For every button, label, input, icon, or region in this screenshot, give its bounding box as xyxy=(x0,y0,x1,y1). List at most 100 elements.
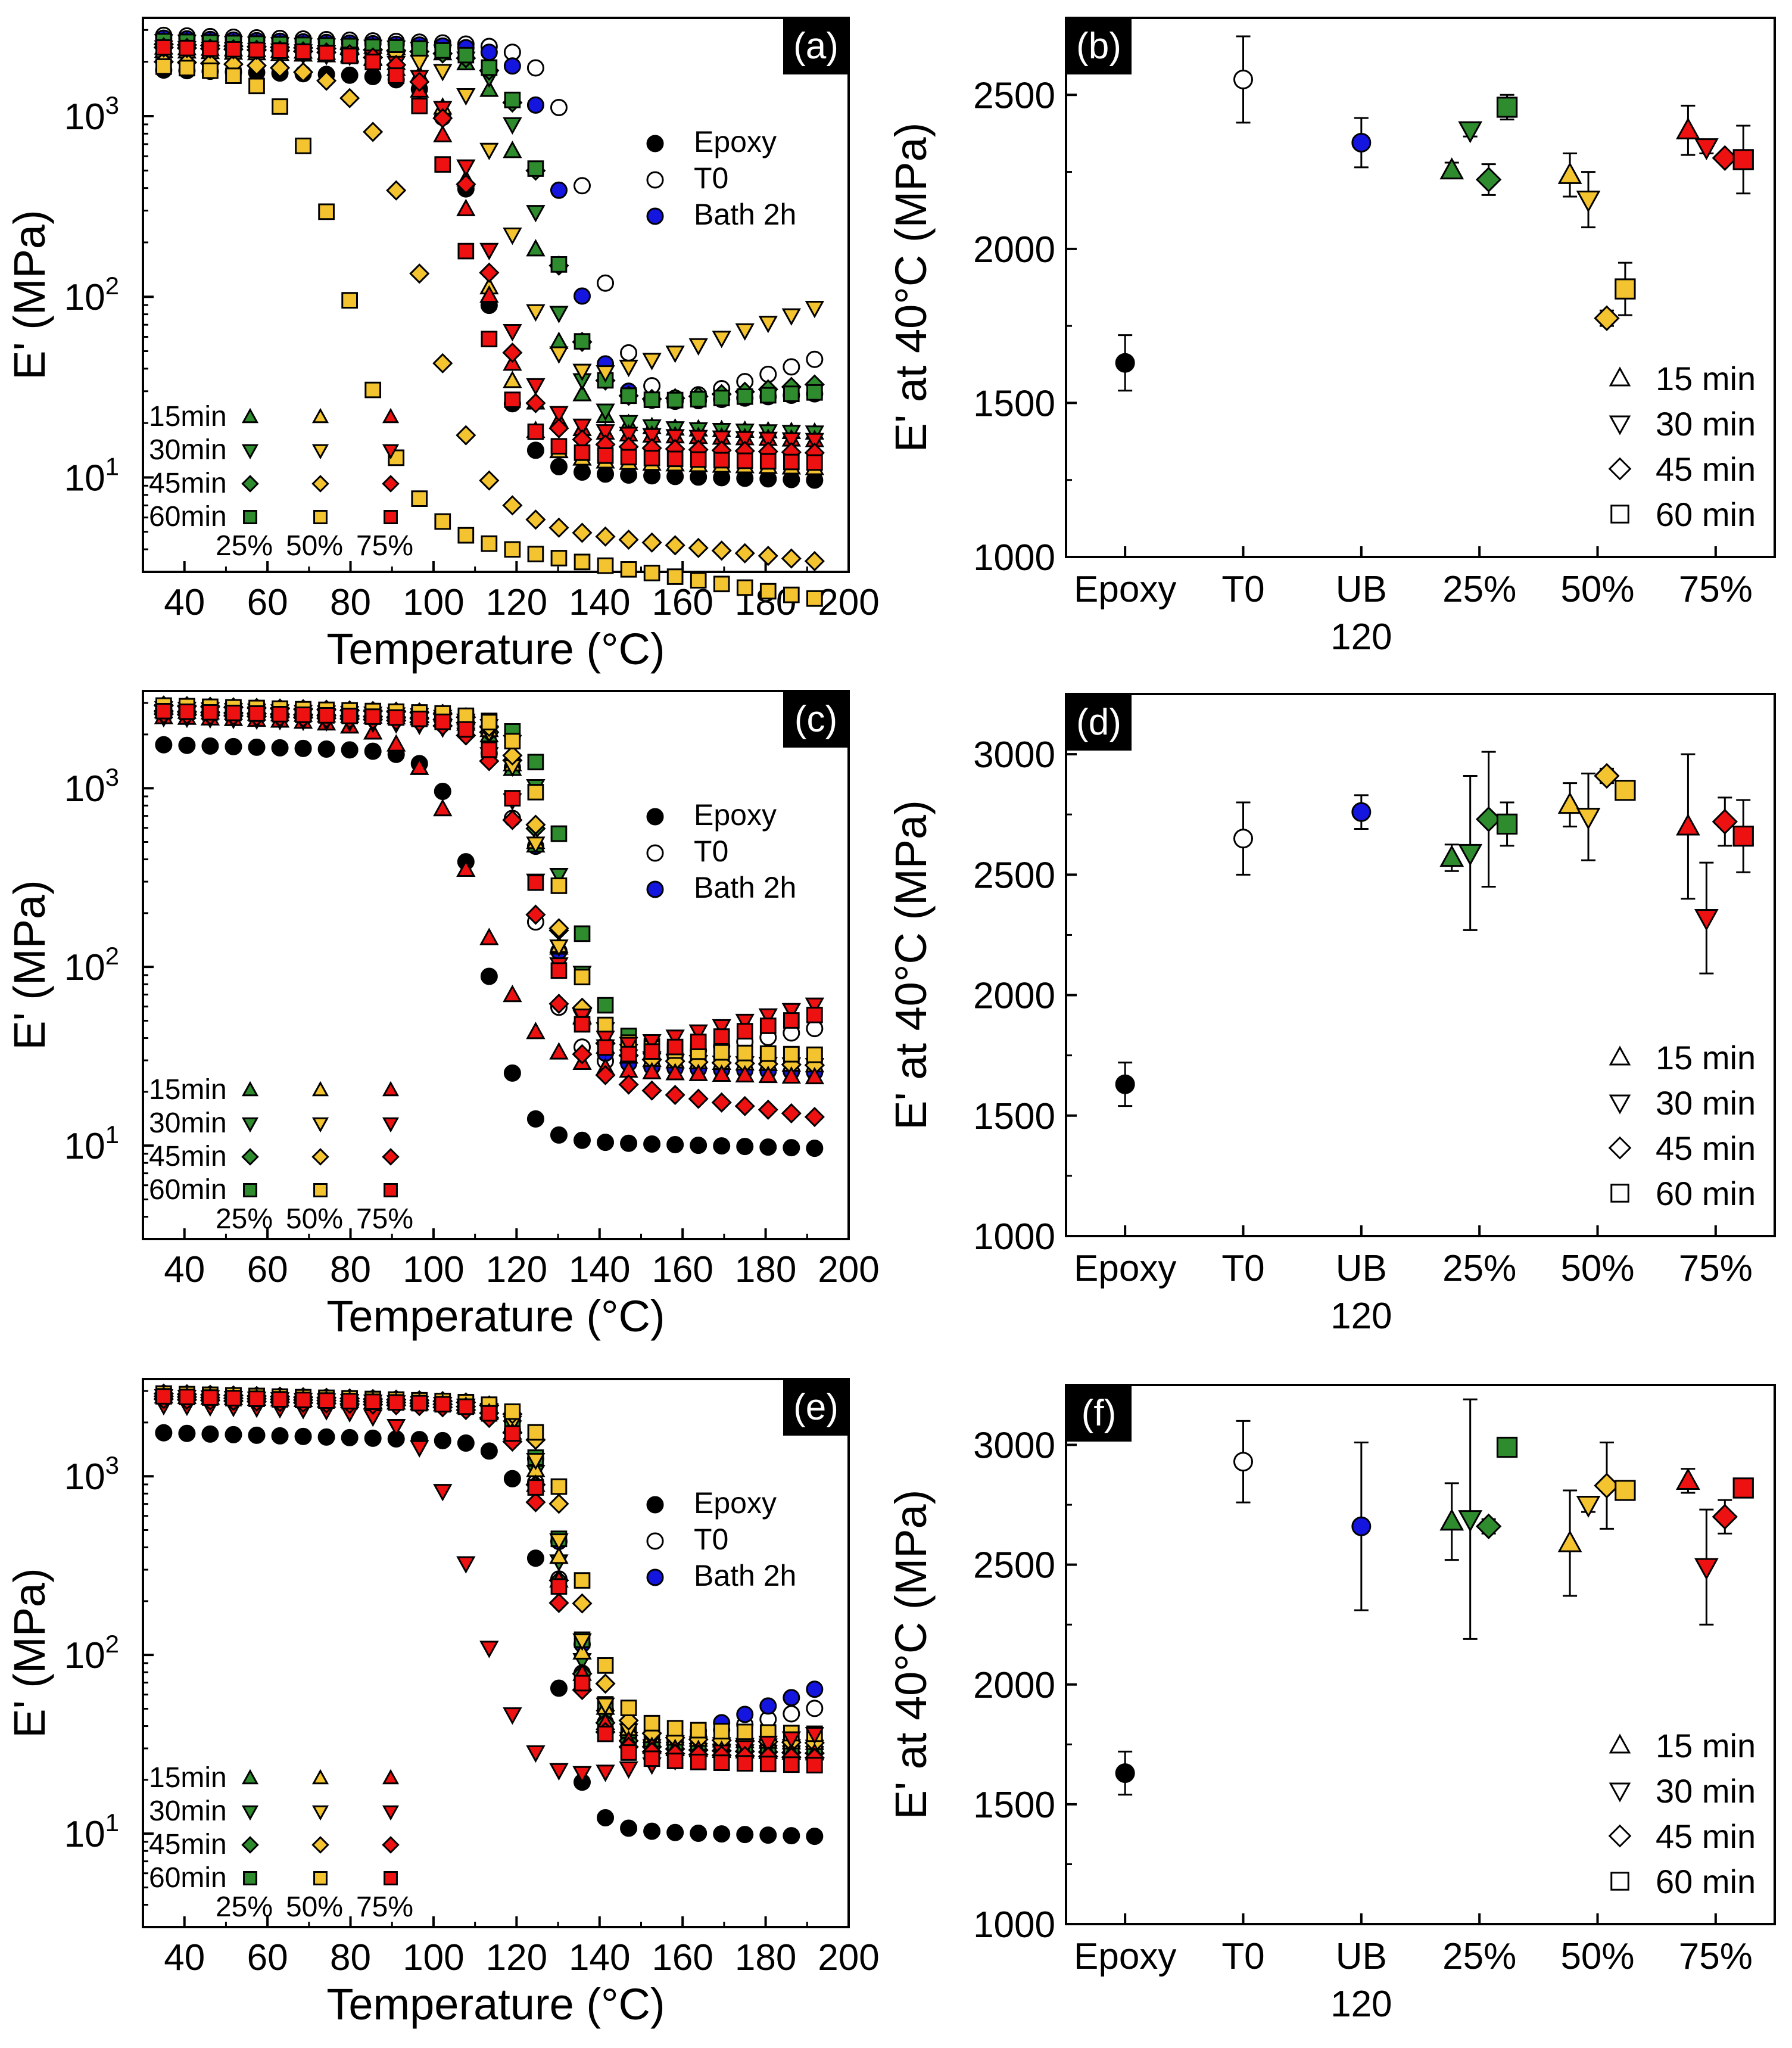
data-point xyxy=(597,997,614,1014)
data-point xyxy=(456,198,476,216)
data-point xyxy=(758,431,778,450)
data-point-group xyxy=(1732,125,1754,195)
data-point xyxy=(1576,191,1601,213)
data-point xyxy=(736,452,753,469)
data-point xyxy=(364,68,382,86)
data-point xyxy=(503,57,521,75)
chart-panel-f: 1000 1500 2000 2500 3000 Epoxy T0 UB 120 25% 50% 75… xyxy=(886,1384,1776,2025)
data-point xyxy=(806,384,823,401)
data-point-group xyxy=(1351,794,1372,830)
data-point xyxy=(433,1484,453,1502)
y-tick-label: 1000 xyxy=(973,1216,1055,1258)
data-point xyxy=(526,1745,546,1763)
chart-panel-c: 40 60 80 100 120 140 160 180 200 101 102 103 Tempera… xyxy=(5,690,880,1341)
x-tick-label: 160 xyxy=(652,582,713,623)
data-point xyxy=(457,721,475,738)
data-point xyxy=(272,98,288,115)
category-label: 50% xyxy=(1560,1936,1634,1977)
data-point xyxy=(341,66,359,84)
data-point xyxy=(781,1731,801,1749)
data-point xyxy=(456,174,476,195)
x-tick-label: 80 xyxy=(330,1937,371,1978)
data-point xyxy=(548,1493,569,1514)
data-point xyxy=(480,967,498,985)
data-point xyxy=(620,1744,637,1761)
data-point xyxy=(503,141,522,158)
data-point xyxy=(363,122,384,142)
data-point xyxy=(712,430,731,448)
data-point xyxy=(758,1735,778,1754)
data-point xyxy=(781,1003,801,1021)
data-point xyxy=(595,1065,616,1085)
data-point xyxy=(572,363,592,381)
data-point xyxy=(457,242,475,260)
data-point xyxy=(502,342,523,363)
data-point xyxy=(481,741,498,758)
category-label: 25% xyxy=(1442,569,1516,610)
data-point xyxy=(550,550,568,567)
data-point xyxy=(1712,1504,1738,1530)
data-point xyxy=(736,1138,754,1156)
x-tick-label: 140 xyxy=(569,582,630,623)
data-point xyxy=(481,331,498,347)
legend-label: 15 min xyxy=(1656,1727,1756,1764)
data-point xyxy=(806,1007,823,1023)
data-point xyxy=(620,1045,637,1063)
legend-marker xyxy=(241,1081,259,1097)
chart-panel-d: 1000 1500 2000 2500 3000 Epoxy T0 UB 120 25% 50% 75… xyxy=(886,693,1776,1337)
data-point xyxy=(1557,1530,1582,1552)
data-point xyxy=(712,1019,731,1037)
data-point xyxy=(618,1074,639,1095)
data-point xyxy=(1351,132,1372,152)
data-point xyxy=(155,39,172,56)
data-point xyxy=(480,1442,498,1460)
category-label: UB xyxy=(1336,1248,1387,1289)
legend-marker xyxy=(1609,1045,1631,1066)
plot-frame xyxy=(142,1378,850,1928)
chart-panel-e: 40 60 80 100 120 140 160 180 200 101 102 103 Tempera… xyxy=(5,1378,880,2029)
series-75-60min xyxy=(155,702,823,1063)
x-tick-label: 100 xyxy=(403,582,464,623)
data-point xyxy=(642,428,662,446)
y-tick-label: 1500 xyxy=(973,1096,1055,1137)
data-point xyxy=(620,1819,638,1837)
data-point-group xyxy=(1557,152,1582,198)
y-axis-label: E' at 40°C (MPa) xyxy=(886,123,936,453)
data-point xyxy=(549,306,569,323)
legend-marker xyxy=(241,407,259,424)
data-point xyxy=(504,91,521,108)
data-point xyxy=(596,1764,615,1782)
category-label: 75% xyxy=(1679,1936,1753,1977)
data-point xyxy=(804,550,825,572)
legend-marker xyxy=(313,510,328,524)
category-label: T0 xyxy=(1221,1936,1264,1977)
y-tick-label: 102 xyxy=(64,272,119,318)
y-axis-label: E' at 40°C (MPa) xyxy=(886,1490,936,1820)
data-point-group xyxy=(1458,121,1483,144)
legend-pct-label: 75% xyxy=(356,530,413,562)
data-point xyxy=(1732,149,1754,170)
data-point xyxy=(783,1827,800,1845)
data-point xyxy=(574,1016,591,1033)
data-point xyxy=(433,798,453,817)
data-point xyxy=(711,1092,732,1113)
legend-marker xyxy=(241,444,259,460)
data-point xyxy=(272,42,288,60)
legend-time-label: 15min xyxy=(149,401,227,432)
y-tick-label: 101 xyxy=(64,1809,119,1855)
data-point xyxy=(597,274,615,292)
data-point xyxy=(665,1085,685,1106)
legend-marker xyxy=(384,510,398,524)
data-point xyxy=(410,757,429,775)
data-point xyxy=(202,1389,219,1406)
data-point xyxy=(596,424,615,442)
y-tick-label: 103 xyxy=(64,1451,119,1498)
data-point xyxy=(1458,121,1483,144)
panel-label: (c) xyxy=(794,699,837,740)
legend-marker xyxy=(646,135,664,152)
data-point xyxy=(527,423,544,440)
data-point xyxy=(666,1136,684,1154)
legend-marker xyxy=(311,444,329,460)
y-tick-label: 102 xyxy=(64,942,119,988)
data-point xyxy=(573,177,591,195)
